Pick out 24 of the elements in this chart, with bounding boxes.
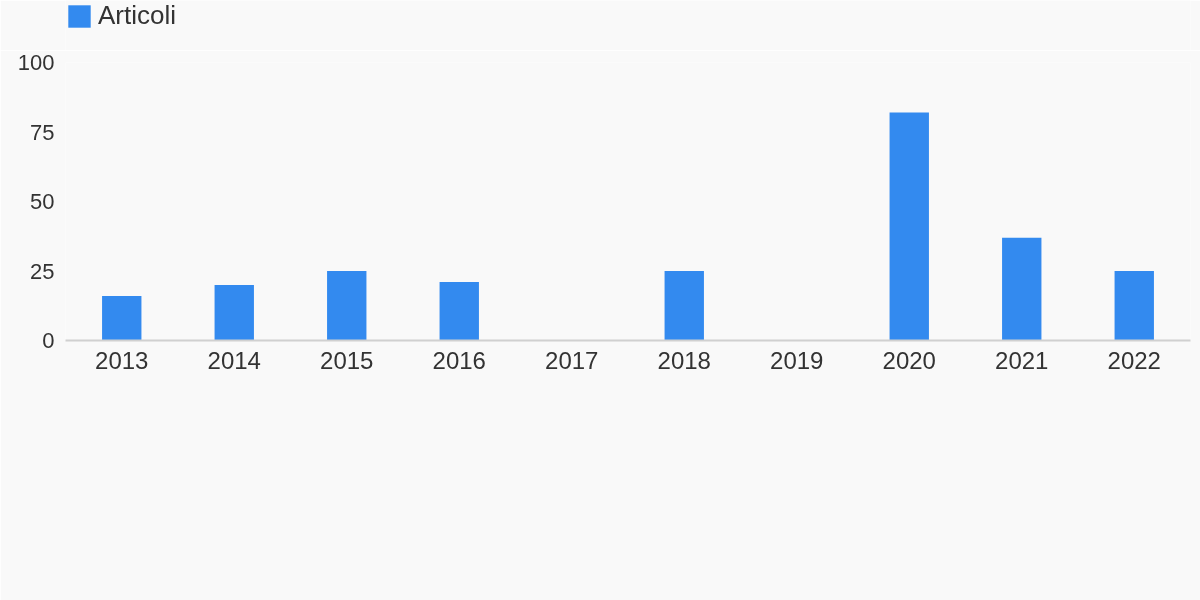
x-tick-label: 2020 — [882, 346, 936, 374]
bar — [439, 282, 479, 341]
y-tick-label: 50 — [30, 189, 55, 214]
bar — [327, 271, 367, 341]
x-tick-label: 2022 — [1107, 346, 1161, 374]
bar — [1114, 271, 1154, 341]
bar — [102, 296, 142, 341]
x-tick-label: 2016 — [432, 346, 486, 374]
x-tick-label: 2021 — [995, 346, 1049, 374]
x-tick-label: 2013 — [95, 346, 149, 374]
bar — [889, 112, 929, 341]
bar — [1002, 237, 1042, 341]
x-tick-label: 2014 — [207, 346, 261, 374]
x-tick-label: 2017 — [545, 346, 599, 374]
y-tick-label: 75 — [30, 119, 55, 145]
y-tick-label: 0 — [42, 328, 55, 353]
y-tick-label: 100 — [17, 50, 55, 75]
x-tick-label: 2018 — [657, 346, 711, 374]
x-tick-label: 2019 — [770, 346, 824, 374]
x-tick-label: 2015 — [320, 346, 374, 374]
bar — [214, 284, 254, 341]
legend-label: Articoli — [98, 0, 177, 31]
bar — [664, 271, 704, 341]
y-tick-label: 25 — [30, 258, 55, 284]
